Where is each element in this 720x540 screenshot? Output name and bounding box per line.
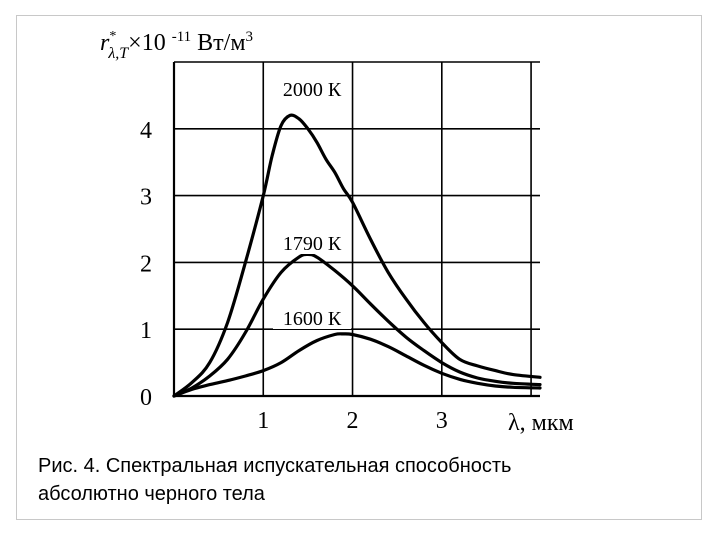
- figure-caption: Рис. 4. Спектральная испускательная спос…: [38, 452, 678, 508]
- y-tick-label: 3: [140, 185, 152, 211]
- x-tick-label: 2: [347, 408, 359, 434]
- series-line-3: [172, 332, 542, 398]
- series-label-background: [273, 307, 351, 329]
- x-tick-label: 1: [257, 408, 269, 434]
- caption-line-1: Рис. 4. Спектральная испускательная спос…: [38, 455, 512, 477]
- chart-grid: [174, 61, 540, 396]
- series-label-background: [273, 232, 351, 254]
- x-axis-label: λ, мкм: [508, 410, 574, 436]
- chart-labels: λ, мкм r* λ,T×10 -11 Вт/м3 2000 К 1790 К 1600…: [100, 29, 574, 436]
- y-axis-label: r* λ,T×10 -11 Вт/м3: [100, 29, 253, 62]
- y-tick-label: 2: [140, 251, 152, 277]
- chart-axes: 0 1 2 3 4 1 2 3: [140, 62, 540, 434]
- y-tick-label: 4: [140, 118, 152, 144]
- slide-frame: [16, 15, 702, 520]
- x-tick-label: 3: [436, 408, 448, 434]
- series-line-2: [172, 252, 542, 398]
- series-label: 1600 К: [283, 308, 342, 330]
- caption-line-2: абсолютно черного тела: [38, 483, 265, 505]
- series-label: 1790 К: [283, 233, 342, 255]
- series-label: 2000 К: [283, 79, 342, 101]
- series-label-background: [273, 78, 351, 100]
- series-line-1: [172, 113, 542, 398]
- y-tick-label: 0: [140, 385, 152, 411]
- chart-series: [172, 113, 542, 398]
- y-tick-label: 1: [140, 318, 152, 344]
